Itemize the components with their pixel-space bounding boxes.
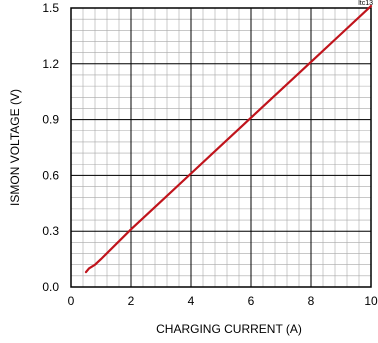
x-tick-label: 0: [68, 294, 75, 308]
y-tick-label: 0.9: [42, 113, 59, 127]
series-line-0: [84, 4, 373, 274]
x-tick-label: 2: [128, 294, 135, 308]
x-tick-label: 4: [188, 294, 195, 308]
x-tick-label: 8: [308, 294, 315, 308]
y-axis-title: ISMON VOLTAGE (V): [8, 89, 22, 206]
series-layer: [84, 4, 373, 274]
x-tick-label: 6: [248, 294, 255, 308]
y-tick-label: 0.6: [42, 168, 59, 182]
x-axis-title: CHARGING CURRENT (A): [156, 322, 302, 336]
major-grid: [71, 8, 371, 287]
y-tick-label: 1.5: [42, 1, 59, 15]
x-tick-labels: 0 2 4 6 8 10: [68, 294, 378, 308]
plot-frame: [70, 7, 372, 288]
figure-tag: ltc13: [358, 0, 373, 7]
y-tick-label: 1.2: [42, 57, 59, 71]
y-tick-label: 0.3: [42, 224, 59, 238]
y-tick-label: 0.0: [42, 280, 59, 294]
x-tick-label: 10: [364, 294, 378, 308]
y-tick-labels: 0.0 0.3 0.6 0.9 1.2 1.5: [42, 1, 59, 294]
